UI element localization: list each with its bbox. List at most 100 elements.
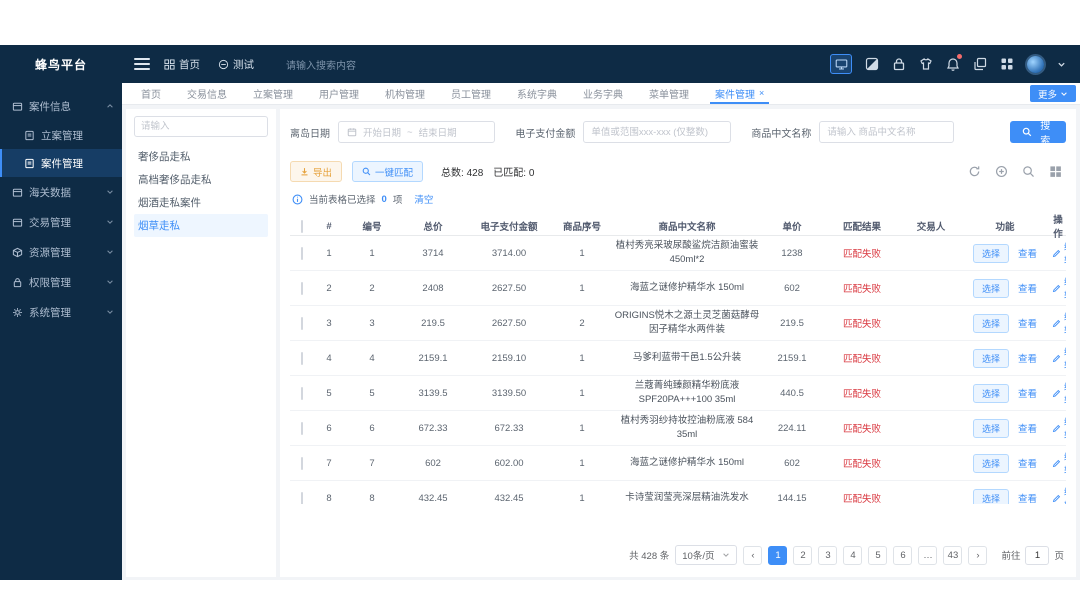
topbar-home-link[interactable]: 首页	[164, 57, 200, 72]
tab-菜单管理[interactable]: 菜单管理	[636, 83, 702, 104]
prev-page-button[interactable]: ‹	[743, 545, 763, 565]
apps-grid-icon[interactable]	[1000, 57, 1014, 71]
page-button[interactable]: 3	[818, 545, 838, 565]
view-link[interactable]: 查看	[1018, 459, 1038, 470]
page-button[interactable]: 1	[768, 545, 788, 565]
edit-link[interactable]: 编辑	[1052, 344, 1066, 372]
sidebar-item-交易管理[interactable]: 交易管理	[0, 207, 122, 237]
tab-首页[interactable]: 首页	[128, 83, 174, 104]
view-link[interactable]: 查看	[1018, 249, 1038, 260]
edit-link[interactable]: 编辑	[1052, 449, 1066, 477]
goto-page-input[interactable]	[1025, 545, 1050, 565]
sidebar-item-系统管理[interactable]: 系统管理	[0, 297, 122, 327]
select-row-button[interactable]: 选择	[972, 488, 1009, 504]
view-link[interactable]: 查看	[1018, 319, 1038, 330]
one-click-match-button[interactable]: 一键匹配	[352, 161, 424, 182]
next-page-button[interactable]: ›	[968, 545, 988, 565]
row-checkbox[interactable]	[301, 491, 303, 504]
edit-link[interactable]: 编辑	[1052, 379, 1066, 407]
category-item[interactable]: 烟酒走私案件	[138, 197, 201, 209]
view-link[interactable]: 查看	[1018, 424, 1038, 435]
row-checkbox[interactable]	[301, 281, 303, 295]
sidebar-item-label: 系统管理	[29, 306, 71, 319]
tab-close-icon[interactable]: ×	[759, 88, 765, 98]
row-checkbox[interactable]	[301, 421, 303, 435]
row-checkbox[interactable]	[301, 246, 303, 260]
row-checkbox[interactable]	[301, 316, 303, 330]
lock-icon[interactable]	[892, 57, 906, 71]
sidebar-subitem-立案管理[interactable]: 立案管理	[0, 121, 122, 149]
edit-link[interactable]: 编辑	[1052, 309, 1066, 337]
page-button[interactable]: 6	[893, 545, 913, 565]
row-checkbox[interactable]	[301, 351, 303, 365]
select-row-button[interactable]: 选择	[972, 243, 1009, 263]
export-button[interactable]: 导出	[290, 161, 343, 182]
page-button[interactable]: 43	[943, 545, 963, 565]
sidebar-subitem-案件管理[interactable]: 案件管理	[0, 149, 122, 177]
monitor-icon[interactable]	[830, 54, 852, 74]
tab-案件管理[interactable]: 案件管理 ×	[702, 83, 777, 104]
category-item[interactable]: 奢侈品走私	[138, 151, 191, 163]
page-button[interactable]: 2	[793, 545, 813, 565]
cell-function: 选择 查看	[960, 348, 1050, 368]
theme-contrast-icon[interactable]	[865, 57, 879, 71]
tab-立案管理[interactable]: 立案管理	[240, 83, 306, 104]
refresh-icon[interactable]	[968, 165, 981, 178]
view-link[interactable]: 查看	[1018, 284, 1038, 295]
page-button[interactable]: 5	[868, 545, 888, 565]
date-range-picker[interactable]: 开始日期 ~ 结束日期	[338, 121, 496, 143]
bell-notifications-icon[interactable]	[946, 54, 962, 71]
row-checkbox[interactable]	[301, 386, 303, 400]
tshirt-theme-icon[interactable]	[919, 57, 933, 71]
tab-员工管理[interactable]: 员工管理	[438, 83, 504, 104]
tab-交易信息[interactable]: 交易信息	[174, 83, 240, 104]
select-row-button[interactable]: 选择	[972, 313, 1009, 333]
cell-product-name: 卡诗莹润莹亮深层精油洗发水	[625, 492, 749, 504]
category-item[interactable]: 高档奢侈品走私	[138, 174, 212, 186]
sidebar-item-权限管理[interactable]: 权限管理	[0, 267, 122, 297]
select-all-checkbox[interactable]	[301, 219, 303, 233]
epay-amount-input[interactable]	[583, 121, 732, 143]
select-row-button[interactable]: 选择	[972, 348, 1009, 368]
select-row-button[interactable]: 选择	[972, 278, 1009, 298]
edit-link[interactable]: 编辑	[1052, 274, 1066, 302]
page-button[interactable]: 4	[843, 545, 863, 565]
edit-link[interactable]: 编辑	[1052, 484, 1066, 504]
user-menu-chevron-icon[interactable]	[1057, 60, 1066, 69]
tab-系统字典[interactable]: 系统字典	[504, 83, 570, 104]
edit-link[interactable]: 编辑	[1052, 414, 1066, 442]
table-body: 1 1 3714 3714.00 1 植村秀亮采玻尿酸鲨烷洁颜油蜜装 450ml*2 123…	[290, 236, 1066, 504]
page-size-select[interactable]: 10条/页	[675, 545, 738, 565]
tab-业务字典[interactable]: 业务字典	[570, 83, 636, 104]
search-button[interactable]: 搜索	[1010, 121, 1066, 147]
view-link[interactable]: 查看	[1018, 389, 1038, 400]
product-name-input[interactable]	[819, 121, 955, 143]
export-table-icon[interactable]	[995, 165, 1008, 178]
topbar-search-input[interactable]: 请输入搜索内容	[286, 60, 356, 72]
select-row-button[interactable]: 选择	[972, 453, 1009, 473]
hamburger-menu-icon[interactable]	[134, 58, 150, 70]
topbar-test-link[interactable]: 测试	[218, 57, 254, 72]
category-item[interactable]: 烟草走私	[134, 214, 268, 237]
zoom-icon[interactable]	[1022, 165, 1035, 178]
row-checkbox-cell	[290, 281, 314, 295]
select-row-button[interactable]: 选择	[972, 418, 1009, 438]
more-tabs-button[interactable]: 更多	[1029, 85, 1076, 102]
sidebar-item-海关数据[interactable]: 海关数据	[0, 177, 122, 207]
user-avatar[interactable]	[1027, 55, 1044, 73]
cell-index: 3	[326, 317, 332, 329]
select-row-button[interactable]: 选择	[972, 383, 1009, 403]
row-checkbox[interactable]	[301, 456, 303, 470]
edit-link[interactable]: 编辑	[1052, 239, 1066, 267]
sidebar-item-资源管理[interactable]: 资源管理	[0, 237, 122, 267]
copy-layers-icon[interactable]	[973, 57, 987, 71]
column-settings-icon[interactable]	[1049, 165, 1062, 178]
clear-selection-link[interactable]: 清空	[414, 195, 434, 206]
tab-机构管理[interactable]: 机构管理	[372, 83, 438, 104]
page-ellipsis: …	[918, 545, 938, 565]
view-link[interactable]: 查看	[1018, 354, 1038, 365]
view-link[interactable]: 查看	[1018, 494, 1038, 504]
category-search-input[interactable]	[134, 116, 268, 137]
sidebar-item-案件信息[interactable]: 案件信息	[0, 91, 122, 121]
tab-用户管理[interactable]: 用户管理	[306, 83, 372, 104]
